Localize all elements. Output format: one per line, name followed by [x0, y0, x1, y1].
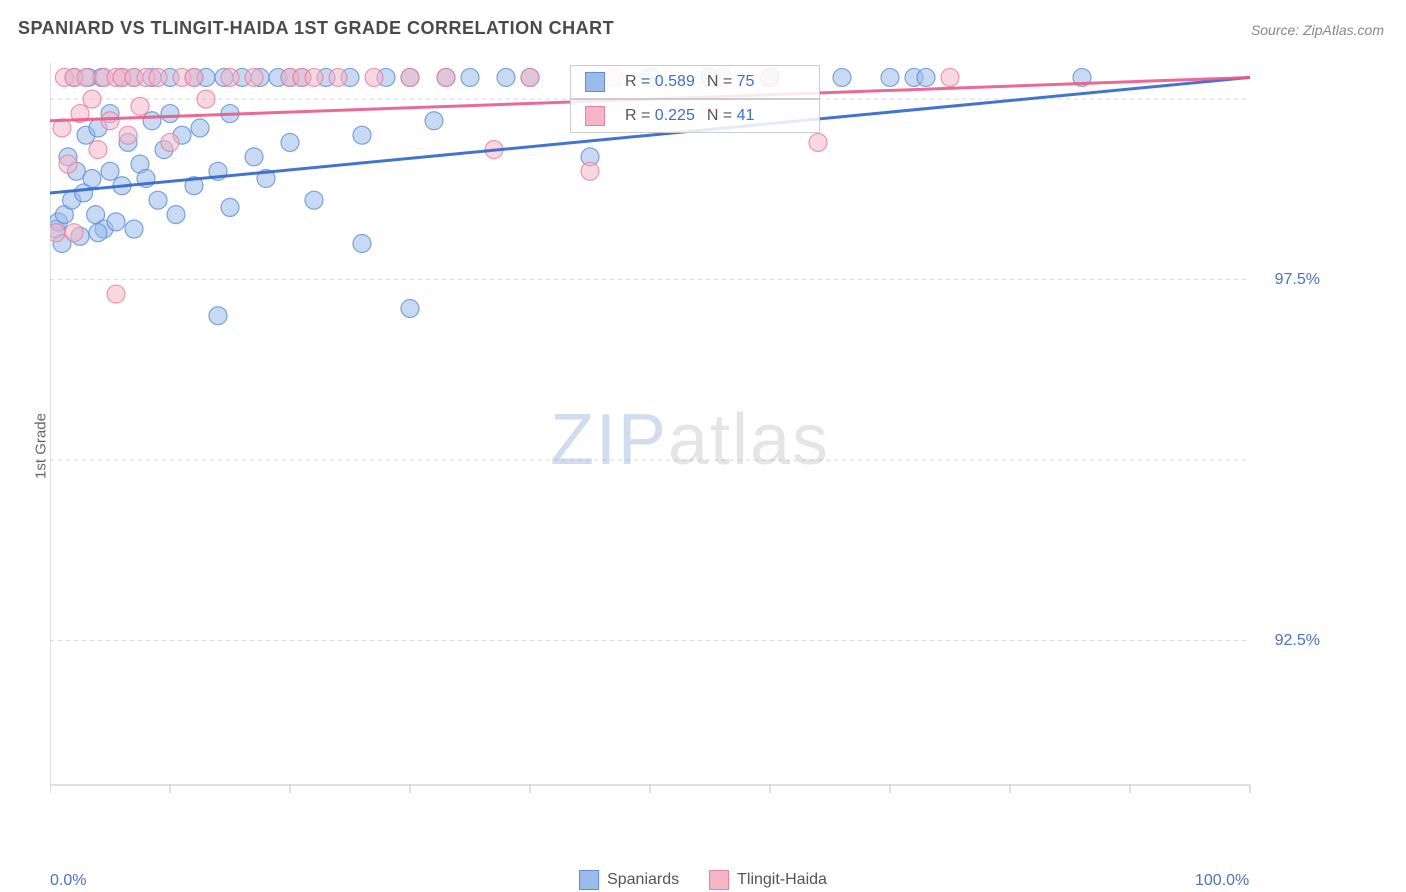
stat-swatch [585, 72, 605, 92]
x-tick: 0.0% [50, 872, 86, 890]
stat-r: R = 0.225 [625, 107, 695, 125]
y-axis-label: 1st Grade [32, 413, 49, 479]
source-label: Source: ZipAtlas.com [1251, 22, 1384, 38]
scatter-svg [50, 55, 1330, 825]
y-tick: 97.5% [1275, 271, 1320, 289]
stat-n: N = 41 [707, 107, 755, 125]
legend-label: Tlingit-Haida [737, 871, 827, 888]
stat-box: R = 0.225 N = 41 [570, 99, 820, 133]
plot-area: ZIPatlas R = 0.589N = 75R = 0.225N = 41 [50, 55, 1330, 825]
legend-item: Spaniards [579, 870, 679, 890]
x-tick: 100.0% [1195, 872, 1249, 890]
legend-item: Tlingit-Haida [709, 870, 827, 890]
legend-swatch [709, 870, 729, 890]
stat-box: R = 0.589 N = 75 [570, 65, 820, 99]
y-tick: 92.5% [1275, 632, 1320, 650]
stat-r: R = 0.589 [625, 73, 695, 91]
stat-swatch [585, 106, 605, 126]
legend-label: Spaniards [607, 871, 679, 888]
chart-title: SPANIARD VS TLINGIT-HAIDA 1ST GRADE CORR… [18, 18, 614, 39]
stat-n: N = 75 [707, 73, 755, 91]
legend-swatch [579, 870, 599, 890]
legend: Spaniards Tlingit-Haida [579, 870, 827, 890]
